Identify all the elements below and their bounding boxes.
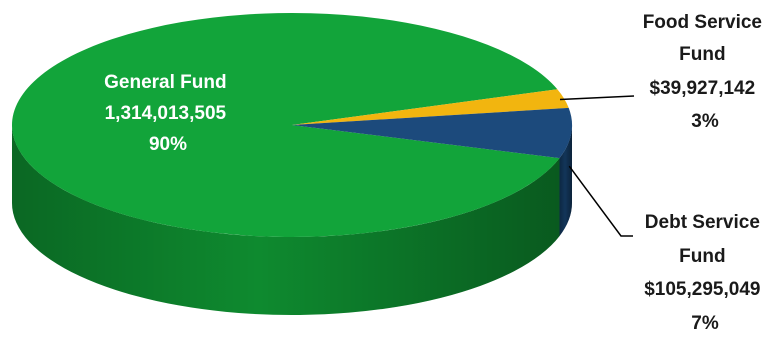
label-food-service-fund: Food Service Fund $39,927,142 3%	[643, 12, 768, 132]
label-food-service-line-2: Fund	[679, 44, 725, 65]
svg-text:Debt Service Fund: Debt Service Fund $105,295,049 7%	[644, 212, 766, 334]
svg-text:General Fund 1,314,013,5: General Fund 1,314,013,505 90%	[104, 72, 232, 155]
leader-lines	[559, 95, 635, 237]
label-debt-service-line-2: Fund	[679, 246, 725, 267]
pie-top	[11, 12, 572, 237]
label-food-service-line-1: Food Service	[643, 12, 762, 33]
label-food-service-line-3: $39,927,142	[650, 78, 756, 99]
slice-general-fund-side-shade	[12, 125, 560, 315]
pie-3d-side	[12, 125, 572, 315]
label-general-fund-line-1: General Fund	[104, 72, 226, 93]
slice-general-fund	[11, 12, 560, 237]
label-general-fund: General Fund 1,314,013,505 90%	[104, 72, 232, 155]
leader-line-debt-service	[568, 165, 633, 237]
slice-debt-service-fund-side-shade	[559, 125, 572, 237]
label-debt-service-line-4: 7%	[691, 313, 719, 334]
label-debt-service-line-3: $105,295,049	[644, 279, 760, 300]
label-general-fund-line-2: 1,314,013,505	[105, 103, 227, 124]
slice-food-service-fund	[292, 89, 569, 125]
leader-line-food-service	[559, 95, 635, 101]
label-debt-service-fund: Debt Service Fund $105,295,049 7%	[644, 212, 766, 334]
label-food-service-line-4: 3%	[691, 111, 719, 132]
label-debt-service-line-1: Debt Service	[645, 212, 760, 233]
label-general-fund-line-3: 90%	[149, 134, 187, 155]
slice-debt-service-fund	[292, 107, 572, 159]
svg-text:Food Service Fund: Food Service Fund $39,927,142 3%	[643, 12, 768, 132]
